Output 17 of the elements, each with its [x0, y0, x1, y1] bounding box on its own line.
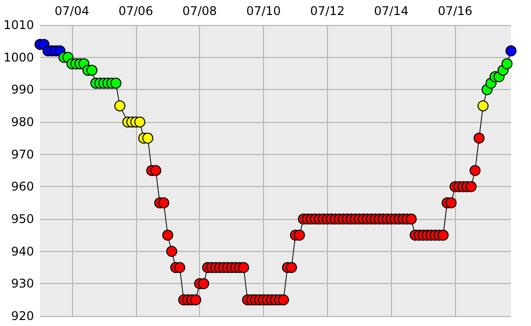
- x-tick-label: 07/12: [310, 4, 345, 18]
- y-tick-label: 990: [11, 82, 34, 97]
- x-tick-label: 07/16: [438, 4, 472, 18]
- x-tick-label: 07/06: [118, 4, 154, 18]
- x-tick-label: 07/10: [246, 4, 281, 18]
- y-tick-label: 920: [11, 309, 34, 323]
- y-tick-label: 960: [11, 180, 34, 194]
- x-tick-label: 07/04: [54, 4, 90, 18]
- y-tick-label: 930: [11, 276, 34, 291]
- y-tick-label: 1010: [3, 18, 34, 32]
- y-tick-label: 1000: [3, 50, 34, 64]
- x-tick-label: 07/14: [374, 4, 409, 18]
- y-tick-label: 970: [11, 147, 34, 162]
- y-tick-label: 980: [11, 115, 34, 129]
- x-tick-label: 07/08: [182, 4, 217, 18]
- y-tick-label: 950: [11, 212, 34, 226]
- y-tick-label: 940: [11, 244, 34, 258]
